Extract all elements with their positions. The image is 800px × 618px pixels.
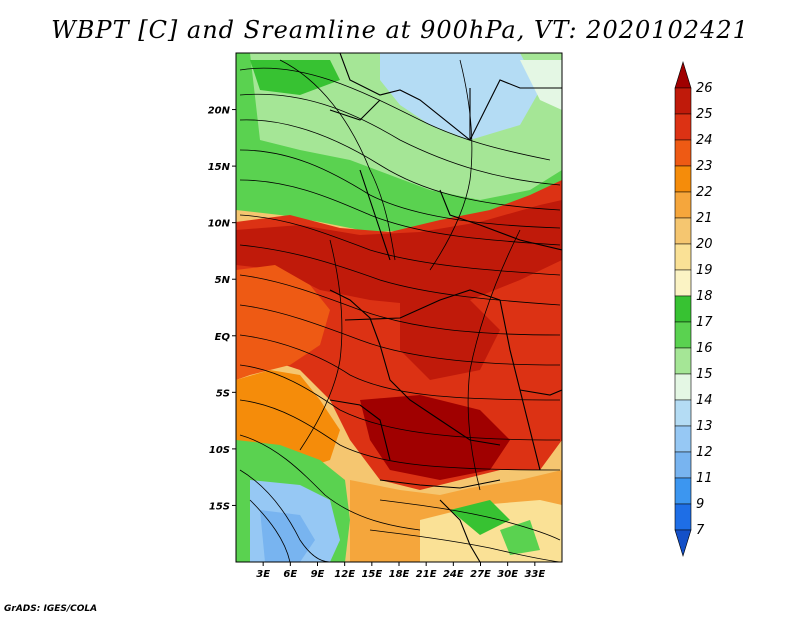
colorbar-swatch xyxy=(674,477,692,505)
colorbar-label: 11 xyxy=(696,471,713,486)
lon-label: 21E xyxy=(416,569,437,580)
colorbar: 26 25 24 23 22 21 20 19 18 17 16 15 14 13 12 11 9 7 xyxy=(674,60,713,558)
colorbar-label: 15 xyxy=(696,367,713,382)
lon-label: 30E xyxy=(497,569,518,580)
colorbar-swatch xyxy=(674,451,692,479)
colorbar-swatch xyxy=(674,113,692,141)
colorbar-swatch xyxy=(674,321,692,349)
colorbar-label: 24 xyxy=(696,133,713,148)
lat-label: 5N xyxy=(215,275,231,286)
lat-label: 5S xyxy=(216,388,230,399)
colorbar-swatch xyxy=(674,60,692,89)
lat-label: EQ xyxy=(215,332,231,343)
lat-label: 15S xyxy=(209,501,230,512)
colorbar-label: 26 xyxy=(696,81,713,96)
streamlines xyxy=(239,59,561,562)
colorbar-swatch xyxy=(674,217,692,245)
lat-label: 10S xyxy=(209,445,230,456)
lon-label: 6E xyxy=(283,569,297,580)
colorbar-swatch xyxy=(674,347,692,375)
lon-label: 12E xyxy=(334,569,355,580)
colorbar-label: 9 xyxy=(696,497,704,512)
colorbar-swatch xyxy=(674,243,692,271)
colorbar-label: 23 xyxy=(696,159,713,174)
colorbar-label: 19 xyxy=(696,263,713,278)
lon-label: 24E xyxy=(443,569,464,580)
lat-label: 10N xyxy=(208,219,231,230)
colorbar-swatch xyxy=(674,373,692,401)
colorbar-swatch xyxy=(674,139,692,167)
colorbar-swatch xyxy=(674,425,692,453)
longitude-labels: 3E 6E 9E 12E 15E 18E 21E 24E 27E 30E 33E xyxy=(256,562,545,580)
colorbar-swatch xyxy=(674,529,692,558)
chart-title: WBPT [C] and Sreamline at 900hPa, VT: 20… xyxy=(51,16,749,44)
colorbar-swatch xyxy=(674,295,692,323)
colorbar-swatch xyxy=(674,165,692,193)
colorbar-label: 18 xyxy=(696,289,713,304)
colorbar-swatch xyxy=(674,399,692,427)
lon-label: 3E xyxy=(256,569,270,580)
lat-label: 20N xyxy=(208,106,231,117)
colorbar-label: 7 xyxy=(696,523,705,538)
wbpt-field xyxy=(236,53,562,562)
colorbar-label: 14 xyxy=(696,393,713,408)
lon-label: 27E xyxy=(470,569,491,580)
colorbar-label: 16 xyxy=(696,341,713,356)
lon-label: 18E xyxy=(389,569,410,580)
colorbar-label: 25 xyxy=(696,107,713,122)
colorbar-label: 22 xyxy=(696,185,713,200)
lon-label: 9E xyxy=(311,569,325,580)
colorbar-swatch xyxy=(674,87,692,115)
country-borders xyxy=(329,53,562,562)
colorbar-swatch xyxy=(674,503,692,531)
latitude-labels: 20N 15N 10N 5N EQ 5S 10S 15S xyxy=(208,106,236,512)
lon-label: 15E xyxy=(361,569,382,580)
colorbar-label: 17 xyxy=(696,315,713,330)
colorbar-label: 21 xyxy=(696,211,713,226)
colorbar-swatch xyxy=(674,191,692,219)
colorbar-label: 20 xyxy=(696,237,713,252)
lat-label: 15N xyxy=(208,162,231,173)
colorbar-label: 13 xyxy=(696,419,713,434)
footer-credit: GrADS: IGES/COLA xyxy=(4,604,98,614)
colorbar-label: 12 xyxy=(696,445,713,460)
lon-label: 33E xyxy=(524,569,545,580)
colorbar-swatch xyxy=(674,269,692,297)
